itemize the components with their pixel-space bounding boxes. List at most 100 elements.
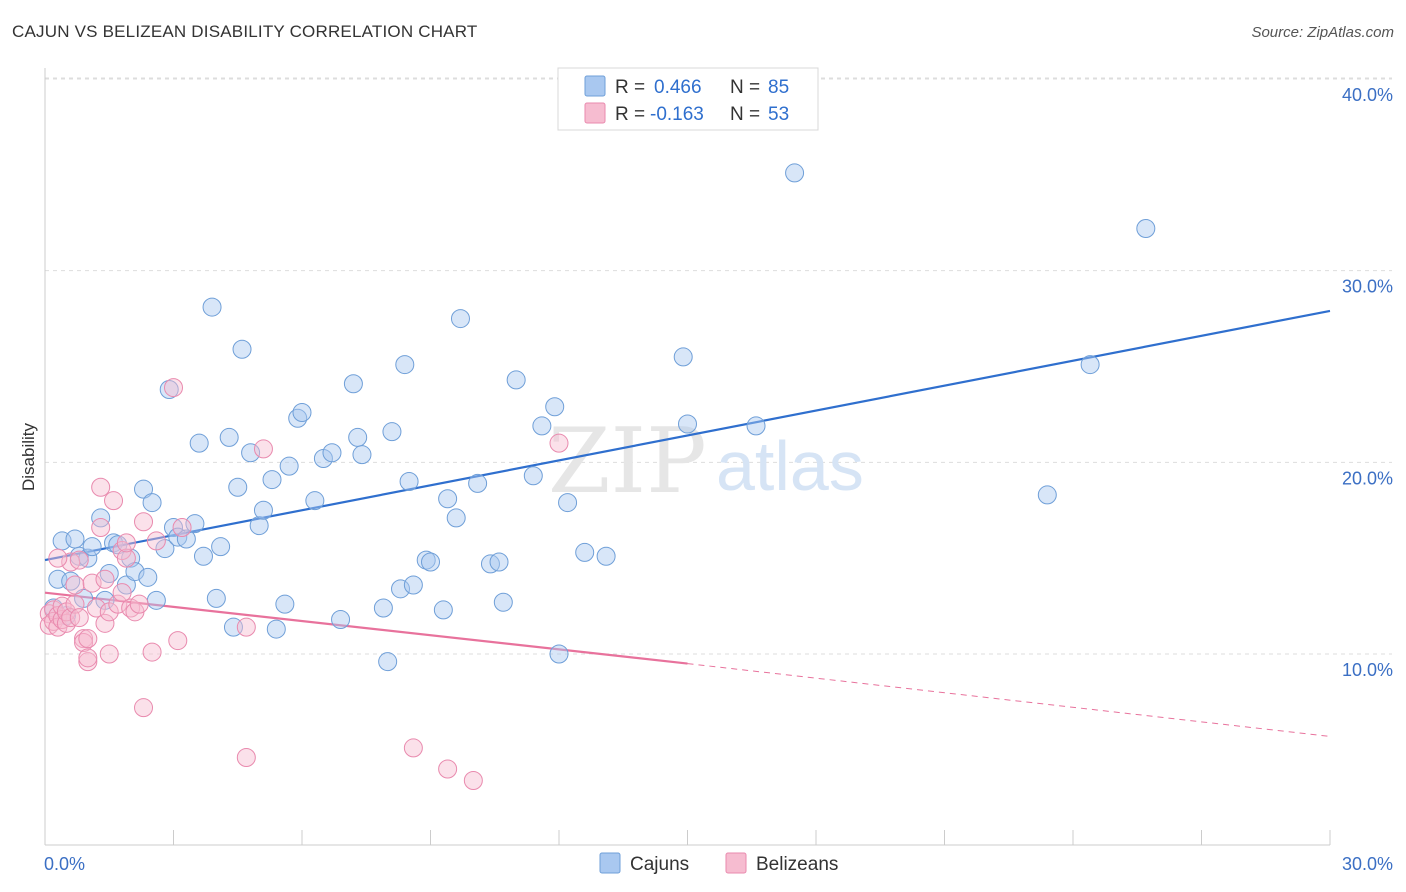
y-tick-label-1: 20.0% bbox=[1342, 468, 1393, 488]
cajun-point-7 bbox=[82, 537, 102, 557]
cajun-point-39 bbox=[266, 619, 286, 639]
axes bbox=[44, 68, 1331, 846]
data-points bbox=[39, 163, 1156, 790]
belizean-point-43 bbox=[172, 518, 192, 537]
x-tick-label-1: 30.0% bbox=[1342, 854, 1393, 874]
belizean-point-24 bbox=[91, 518, 111, 537]
cajun-point-46 bbox=[322, 443, 342, 463]
belizean-swatch bbox=[584, 102, 606, 124]
cajun-point-43 bbox=[292, 403, 312, 422]
cajun-r-value: 0.466 bbox=[654, 77, 702, 98]
cajun-point-63 bbox=[450, 309, 470, 329]
cajun-point-80 bbox=[1037, 485, 1057, 505]
cajun-point-81 bbox=[1080, 355, 1100, 375]
cajun-point-59 bbox=[421, 552, 440, 572]
cajun-point-31 bbox=[219, 427, 239, 447]
cajun-point-49 bbox=[348, 427, 368, 447]
watermark-atlas: atlas bbox=[716, 427, 864, 505]
cajun-point-33 bbox=[228, 477, 248, 497]
y-tick-label-0: 10.0% bbox=[1342, 660, 1393, 680]
cajun-point-47 bbox=[331, 610, 351, 629]
belizean-point-40 bbox=[142, 642, 162, 662]
belizean-point-46 bbox=[236, 748, 256, 767]
cajun-point-34 bbox=[232, 339, 252, 359]
belizean-point-29 bbox=[104, 491, 124, 511]
cajun-point-19 bbox=[146, 590, 166, 610]
x-tick-label-0: 0.0% bbox=[44, 854, 85, 874]
cajun-point-53 bbox=[382, 422, 402, 442]
cajun-n-value: 85 bbox=[768, 77, 789, 98]
belizean-point-38 bbox=[134, 512, 154, 532]
belizean-point-37 bbox=[129, 594, 149, 614]
belizean-n-value: 53 bbox=[768, 104, 789, 125]
belizean-point-25 bbox=[95, 569, 115, 589]
cajun-point-50 bbox=[352, 445, 372, 465]
legend-belizeans-swatch bbox=[725, 852, 747, 874]
cajun-point-74 bbox=[575, 542, 595, 562]
belizean-point-42 bbox=[168, 631, 188, 651]
belizean-point-39 bbox=[134, 698, 154, 718]
y-axis-label: Disability bbox=[19, 422, 38, 491]
belizean-point-50 bbox=[463, 771, 483, 790]
source-credit: Source: ZipAtlas.com bbox=[1251, 24, 1394, 41]
legend-cajuns-label: Cajuns bbox=[630, 854, 689, 875]
cajun-point-76 bbox=[673, 347, 693, 367]
cajun-n-label: N = bbox=[730, 77, 760, 98]
cajun-point-8 bbox=[91, 508, 111, 528]
belizean-point-14 bbox=[69, 608, 89, 628]
cajun-point-66 bbox=[489, 552, 509, 572]
belizean-point-31 bbox=[112, 583, 132, 603]
belizean-point-47 bbox=[253, 439, 273, 459]
cajun-point-27 bbox=[193, 546, 213, 566]
belizean-trend-extension bbox=[687, 663, 1331, 737]
cajun-point-35 bbox=[241, 443, 261, 463]
cajun-point-40 bbox=[275, 594, 295, 614]
cajun-point-51 bbox=[373, 598, 393, 618]
cajun-point-57 bbox=[403, 575, 423, 595]
cajun-point-17 bbox=[138, 567, 158, 587]
legend-belizeans-label: Belizeans bbox=[756, 854, 838, 875]
cajun-point-71 bbox=[545, 397, 565, 417]
belizean-r-value: -0.163 bbox=[650, 104, 704, 125]
cajun-point-69 bbox=[523, 466, 543, 486]
cajun-point-77 bbox=[678, 414, 697, 434]
cajun-point-29 bbox=[206, 588, 226, 608]
cajun-point-36 bbox=[249, 516, 269, 536]
chart-title: CAJUN VS BELIZEAN DISABILITY CORRELATION… bbox=[12, 22, 478, 41]
cajun-point-52 bbox=[378, 652, 398, 672]
belizean-point-22 bbox=[86, 598, 106, 618]
cajun-point-18 bbox=[142, 493, 162, 513]
cajun-point-62 bbox=[446, 508, 466, 528]
belizean-point-33 bbox=[116, 548, 136, 568]
belizean-point-23 bbox=[91, 477, 111, 497]
belizean-point-13 bbox=[65, 575, 85, 595]
cajun-point-54 bbox=[391, 579, 411, 599]
cajun-point-55 bbox=[395, 355, 415, 375]
series-legend: Cajuns Belizeans bbox=[599, 852, 838, 875]
cajun-point-75 bbox=[596, 546, 616, 566]
cajun-point-68 bbox=[506, 370, 526, 390]
belizean-point-44 bbox=[164, 378, 183, 398]
legend-cajuns-swatch bbox=[599, 852, 621, 874]
belizean-n-label: N = bbox=[730, 104, 760, 125]
belizean-point-49 bbox=[438, 759, 458, 779]
grid-lines bbox=[45, 77, 1392, 655]
cajun-point-28 bbox=[202, 297, 222, 317]
cajun-point-24 bbox=[176, 529, 196, 549]
belizean-point-20 bbox=[78, 648, 98, 668]
cajun-point-44 bbox=[305, 491, 325, 511]
cajun-point-78 bbox=[746, 416, 766, 436]
belizean-point-15 bbox=[69, 550, 89, 570]
belizean-point-45 bbox=[236, 617, 256, 637]
cajun-point-70 bbox=[532, 416, 552, 436]
cajun-point-61 bbox=[438, 489, 458, 509]
cajun-point-72 bbox=[549, 644, 569, 664]
cajun-point-82 bbox=[1136, 219, 1156, 238]
cajun-point-79 bbox=[785, 163, 805, 183]
cajun-point-67 bbox=[493, 592, 513, 612]
cajun-point-60 bbox=[433, 600, 453, 620]
cajun-point-16 bbox=[134, 479, 154, 499]
belizean-trend-line bbox=[44, 591, 688, 665]
belizean-point-51 bbox=[549, 433, 569, 453]
belizean-point-41 bbox=[146, 531, 166, 551]
